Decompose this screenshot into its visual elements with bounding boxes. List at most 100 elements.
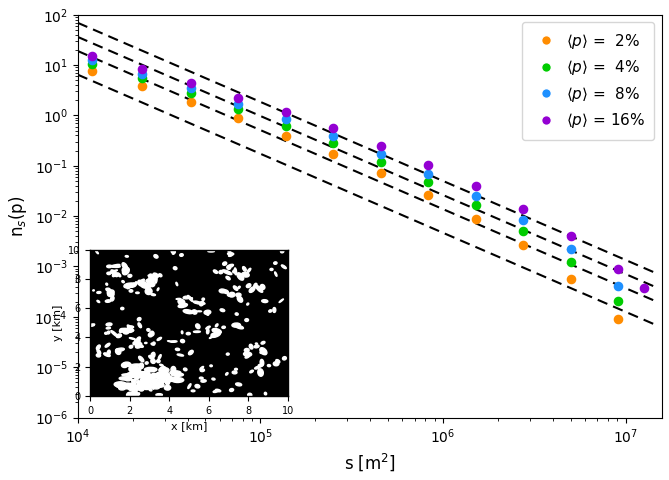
Point: [328, 124, 339, 132]
Ellipse shape: [151, 352, 155, 358]
Ellipse shape: [171, 373, 183, 376]
Ellipse shape: [122, 281, 124, 283]
Ellipse shape: [261, 341, 265, 344]
Ellipse shape: [171, 366, 176, 372]
Ellipse shape: [124, 283, 133, 288]
Ellipse shape: [223, 270, 232, 275]
Ellipse shape: [149, 389, 152, 391]
Ellipse shape: [213, 390, 219, 393]
Ellipse shape: [177, 354, 183, 356]
Ellipse shape: [122, 267, 129, 275]
Ellipse shape: [142, 384, 152, 390]
Ellipse shape: [138, 387, 144, 391]
Point: [565, 232, 576, 240]
Ellipse shape: [260, 285, 265, 289]
Ellipse shape: [149, 274, 155, 282]
Ellipse shape: [235, 313, 238, 315]
Ellipse shape: [106, 288, 112, 293]
Ellipse shape: [140, 283, 151, 288]
Ellipse shape: [123, 383, 136, 389]
Ellipse shape: [206, 326, 210, 329]
Ellipse shape: [129, 366, 134, 371]
Ellipse shape: [248, 393, 252, 396]
Ellipse shape: [282, 357, 286, 360]
Ellipse shape: [232, 323, 240, 327]
Ellipse shape: [133, 369, 138, 375]
Ellipse shape: [222, 326, 225, 328]
Ellipse shape: [165, 377, 171, 379]
Ellipse shape: [147, 283, 151, 287]
Point: [136, 74, 147, 82]
Ellipse shape: [111, 270, 118, 276]
Ellipse shape: [247, 303, 249, 305]
Ellipse shape: [114, 383, 117, 385]
Ellipse shape: [212, 328, 221, 334]
Ellipse shape: [157, 360, 160, 363]
Ellipse shape: [175, 348, 179, 350]
Ellipse shape: [235, 368, 237, 370]
Point: [375, 150, 386, 158]
Ellipse shape: [280, 250, 284, 253]
Ellipse shape: [97, 349, 101, 354]
Ellipse shape: [262, 300, 268, 302]
Ellipse shape: [250, 344, 253, 349]
Ellipse shape: [122, 328, 129, 332]
Ellipse shape: [243, 266, 246, 271]
Ellipse shape: [104, 332, 107, 334]
Ellipse shape: [97, 291, 101, 293]
Ellipse shape: [193, 301, 199, 304]
Ellipse shape: [146, 279, 151, 282]
Ellipse shape: [157, 383, 162, 387]
Ellipse shape: [269, 310, 272, 312]
Ellipse shape: [136, 381, 140, 384]
Point: [565, 245, 576, 252]
Ellipse shape: [282, 265, 286, 269]
Ellipse shape: [119, 377, 130, 380]
Ellipse shape: [229, 255, 232, 256]
Ellipse shape: [137, 381, 151, 387]
Ellipse shape: [129, 330, 134, 333]
Ellipse shape: [107, 331, 110, 334]
Ellipse shape: [151, 382, 162, 387]
Ellipse shape: [180, 253, 183, 256]
Ellipse shape: [93, 290, 94, 291]
Ellipse shape: [96, 354, 100, 357]
Ellipse shape: [234, 268, 237, 275]
Ellipse shape: [193, 331, 200, 333]
Point: [470, 215, 481, 223]
Ellipse shape: [156, 372, 169, 377]
Ellipse shape: [88, 325, 94, 326]
Ellipse shape: [145, 367, 157, 372]
Ellipse shape: [258, 364, 262, 367]
Ellipse shape: [136, 375, 139, 379]
Point: [87, 60, 98, 68]
Point: [233, 114, 244, 122]
Ellipse shape: [191, 298, 193, 299]
Ellipse shape: [116, 335, 120, 337]
Ellipse shape: [150, 374, 154, 379]
Ellipse shape: [135, 282, 137, 283]
Ellipse shape: [120, 307, 124, 310]
Ellipse shape: [140, 383, 142, 385]
Ellipse shape: [246, 284, 251, 288]
Ellipse shape: [275, 272, 277, 276]
Ellipse shape: [126, 392, 133, 398]
Ellipse shape: [131, 380, 134, 382]
Ellipse shape: [154, 255, 158, 258]
Ellipse shape: [146, 382, 155, 387]
Ellipse shape: [215, 324, 218, 327]
Ellipse shape: [199, 377, 203, 379]
Ellipse shape: [195, 384, 200, 388]
Ellipse shape: [260, 360, 264, 366]
Ellipse shape: [260, 352, 265, 354]
Ellipse shape: [160, 370, 164, 374]
Ellipse shape: [173, 267, 177, 270]
Ellipse shape: [129, 373, 136, 378]
Ellipse shape: [165, 385, 171, 390]
Ellipse shape: [125, 363, 131, 366]
Ellipse shape: [236, 293, 241, 297]
Ellipse shape: [264, 392, 267, 395]
Ellipse shape: [274, 262, 277, 264]
Point: [470, 182, 481, 190]
Ellipse shape: [108, 270, 117, 274]
